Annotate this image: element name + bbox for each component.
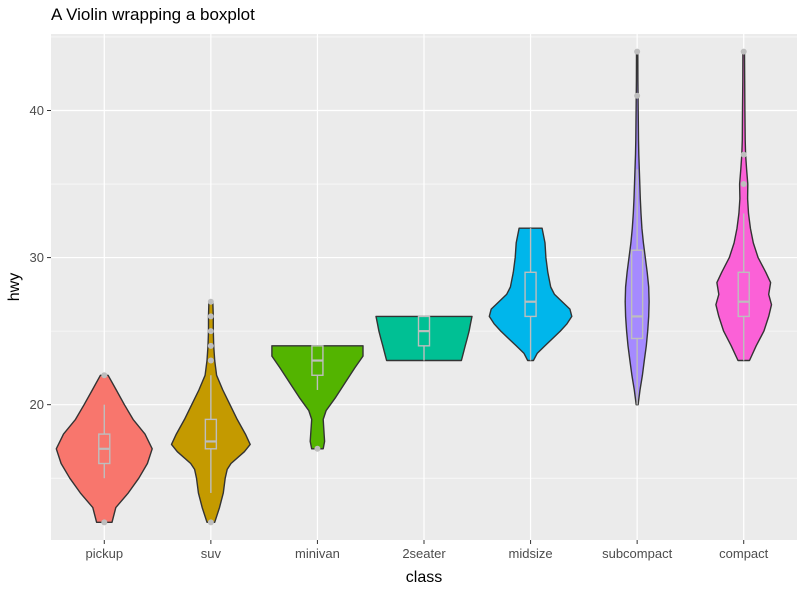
- outlier-point: [740, 151, 747, 158]
- boxplot-midsize: [524, 228, 537, 361]
- outlier-point: [207, 357, 214, 364]
- x-axis-title: class: [406, 569, 442, 586]
- outlier-point: [207, 342, 214, 349]
- x-axis: pickup suv minivan 2seater midsize subcompact…: [85, 540, 769, 561]
- boxplot-compact: [737, 48, 750, 361]
- violin-minivan: [271, 345, 364, 450]
- y-tick-label: 40: [30, 103, 44, 118]
- boxplots: [98, 48, 750, 526]
- x-tick-label-pickup: pickup: [85, 546, 123, 561]
- boxplot-subcompact: [630, 48, 644, 405]
- outlier-point: [207, 519, 214, 526]
- chart-title: A Violin wrapping a boxplot: [51, 5, 255, 24]
- boxplot-minivan: [311, 345, 324, 452]
- outlier-point: [207, 313, 214, 320]
- box: [524, 271, 537, 318]
- outlier-point: [740, 48, 747, 55]
- violins: [55, 51, 773, 523]
- outlier-point: [207, 328, 214, 335]
- box: [630, 249, 644, 340]
- y-tick-label: 20: [30, 397, 44, 412]
- outlier-point: [634, 48, 641, 55]
- outlier-point: [207, 298, 214, 305]
- boxplot-2seater: [417, 315, 431, 361]
- boxplot-suv: [204, 298, 218, 526]
- x-tick-label-minivan: minivan: [295, 546, 340, 561]
- outlier-point: [101, 519, 108, 526]
- x-tick-label-subcompact: subcompact: [602, 546, 672, 561]
- box: [204, 418, 218, 450]
- y-axis: 20 30 40: [30, 103, 51, 412]
- x-tick-label-suv: suv: [201, 546, 222, 561]
- boxplot-pickup: [98, 372, 111, 526]
- y-tick-label: 30: [30, 250, 44, 265]
- x-tick-label-midsize: midsize: [509, 546, 553, 561]
- outlier-point: [101, 372, 108, 379]
- outlier-point: [634, 92, 641, 99]
- outlier-point: [314, 445, 321, 452]
- x-tick-label-compact: compact: [719, 546, 769, 561]
- y-axis-title: hwy: [6, 273, 23, 301]
- box: [737, 271, 750, 318]
- outlier-point: [740, 181, 747, 188]
- x-tick-label-2seater: 2seater: [402, 546, 446, 561]
